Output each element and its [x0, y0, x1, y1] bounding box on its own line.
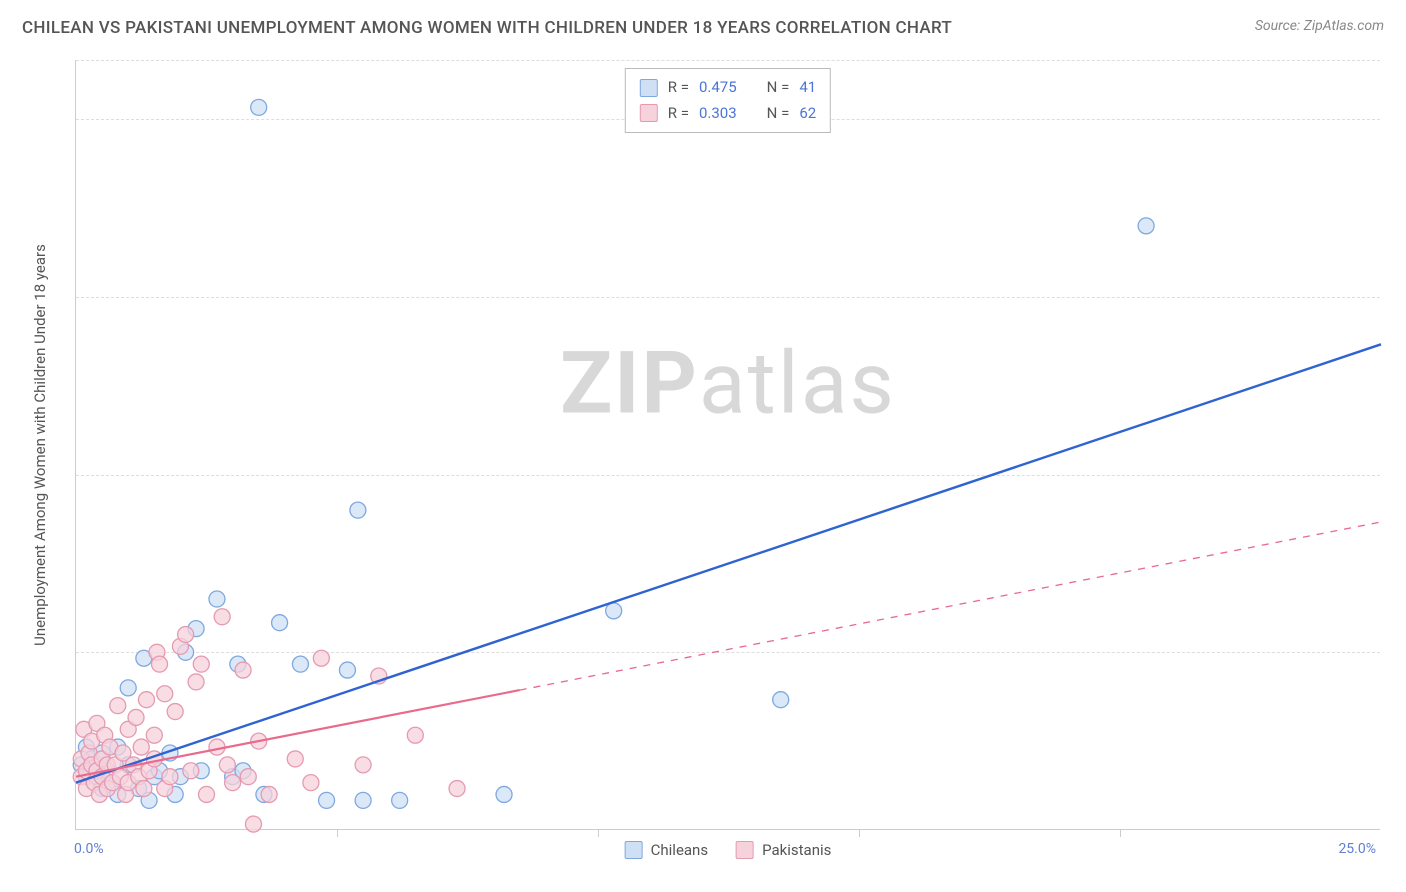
y-tick-label: 45.0% — [1388, 289, 1406, 305]
legend-r-label: R = — [668, 101, 689, 127]
x-tick — [337, 829, 338, 837]
data-point — [193, 656, 209, 672]
legend-r-value-chileans: 0.475 — [699, 75, 737, 101]
legend-swatch-chileans — [640, 79, 658, 97]
legend-correlation: R = 0.475 N = 41 R = 0.303 N = 62 — [625, 68, 831, 133]
chart-title: CHILEAN VS PAKISTANI UNEMPLOYMENT AMONG … — [22, 18, 952, 38]
data-point — [251, 99, 267, 115]
data-point — [120, 680, 136, 696]
legend-series: Chileans Pakistanis — [625, 841, 832, 859]
legend-n-label: N = — [767, 101, 790, 127]
data-point — [355, 792, 371, 808]
data-point — [339, 662, 355, 678]
legend-label-pakistanis: Pakistanis — [762, 841, 831, 859]
data-point — [319, 792, 335, 808]
x-origin-label: 0.0% — [74, 841, 104, 857]
data-point — [188, 674, 204, 690]
legend-row: R = 0.303 N = 62 — [640, 101, 816, 127]
data-point — [235, 662, 251, 678]
x-tick — [1120, 829, 1121, 837]
legend-swatch-pakistanis — [736, 841, 754, 859]
data-point — [146, 727, 162, 743]
legend-swatch-pakistanis — [640, 104, 658, 122]
data-point — [225, 775, 241, 791]
legend-r-value-pakistanis: 0.303 — [699, 101, 737, 127]
data-point — [152, 656, 168, 672]
x-max-label: 25.0% — [1338, 841, 1376, 857]
data-point — [606, 603, 622, 619]
data-point — [240, 769, 256, 785]
data-point — [1138, 218, 1154, 234]
data-point — [773, 692, 789, 708]
y-tick-label: 15.0% — [1388, 644, 1406, 660]
data-point — [183, 763, 199, 779]
data-point — [167, 704, 183, 720]
legend-item-pakistanis: Pakistanis — [736, 841, 831, 859]
data-point — [209, 591, 225, 607]
y-tick-label: 60.0% — [1388, 111, 1406, 127]
data-point — [133, 739, 149, 755]
legend-n-label: N = — [767, 75, 790, 101]
legend-r-label: R = — [668, 75, 689, 101]
data-point — [355, 757, 371, 773]
data-point — [287, 751, 303, 767]
data-point — [449, 781, 465, 797]
data-point — [303, 775, 319, 791]
data-point — [350, 502, 366, 518]
x-tick — [859, 829, 860, 837]
data-point — [178, 627, 194, 643]
data-point — [219, 757, 235, 773]
trend-line-dashed — [520, 522, 1381, 690]
y-tick-label: 30.0% — [1388, 467, 1406, 483]
data-point — [272, 615, 288, 631]
data-point — [313, 650, 329, 666]
data-point — [496, 786, 512, 802]
legend-item-chileans: Chileans — [625, 841, 708, 859]
legend-n-value-chileans: 41 — [799, 75, 816, 101]
y-axis-label: Unemployment Among Women with Children U… — [31, 244, 49, 646]
data-point — [157, 686, 173, 702]
data-point — [261, 786, 277, 802]
data-point — [199, 786, 215, 802]
scatter-svg — [76, 60, 1380, 829]
legend-swatch-chileans — [625, 841, 643, 859]
x-tick — [598, 829, 599, 837]
legend-label-chileans: Chileans — [651, 841, 708, 859]
trend-line — [76, 344, 1381, 782]
source-label: Source: ZipAtlas.com — [1255, 18, 1384, 34]
data-point — [136, 781, 152, 797]
data-point — [407, 727, 423, 743]
data-point — [138, 692, 154, 708]
data-point — [128, 709, 144, 725]
plot-area: ZIPatlas 15.0%30.0%45.0%60.0% R = 0.475 … — [75, 60, 1380, 830]
data-point — [392, 792, 408, 808]
chart-container: Unemployment Among Women with Children U… — [50, 60, 1380, 830]
data-point — [245, 816, 261, 832]
legend-n-value-pakistanis: 62 — [799, 101, 816, 127]
data-point — [214, 609, 230, 625]
data-point — [110, 698, 126, 714]
data-point — [162, 769, 178, 785]
data-point — [292, 656, 308, 672]
legend-row: R = 0.475 N = 41 — [640, 75, 816, 101]
